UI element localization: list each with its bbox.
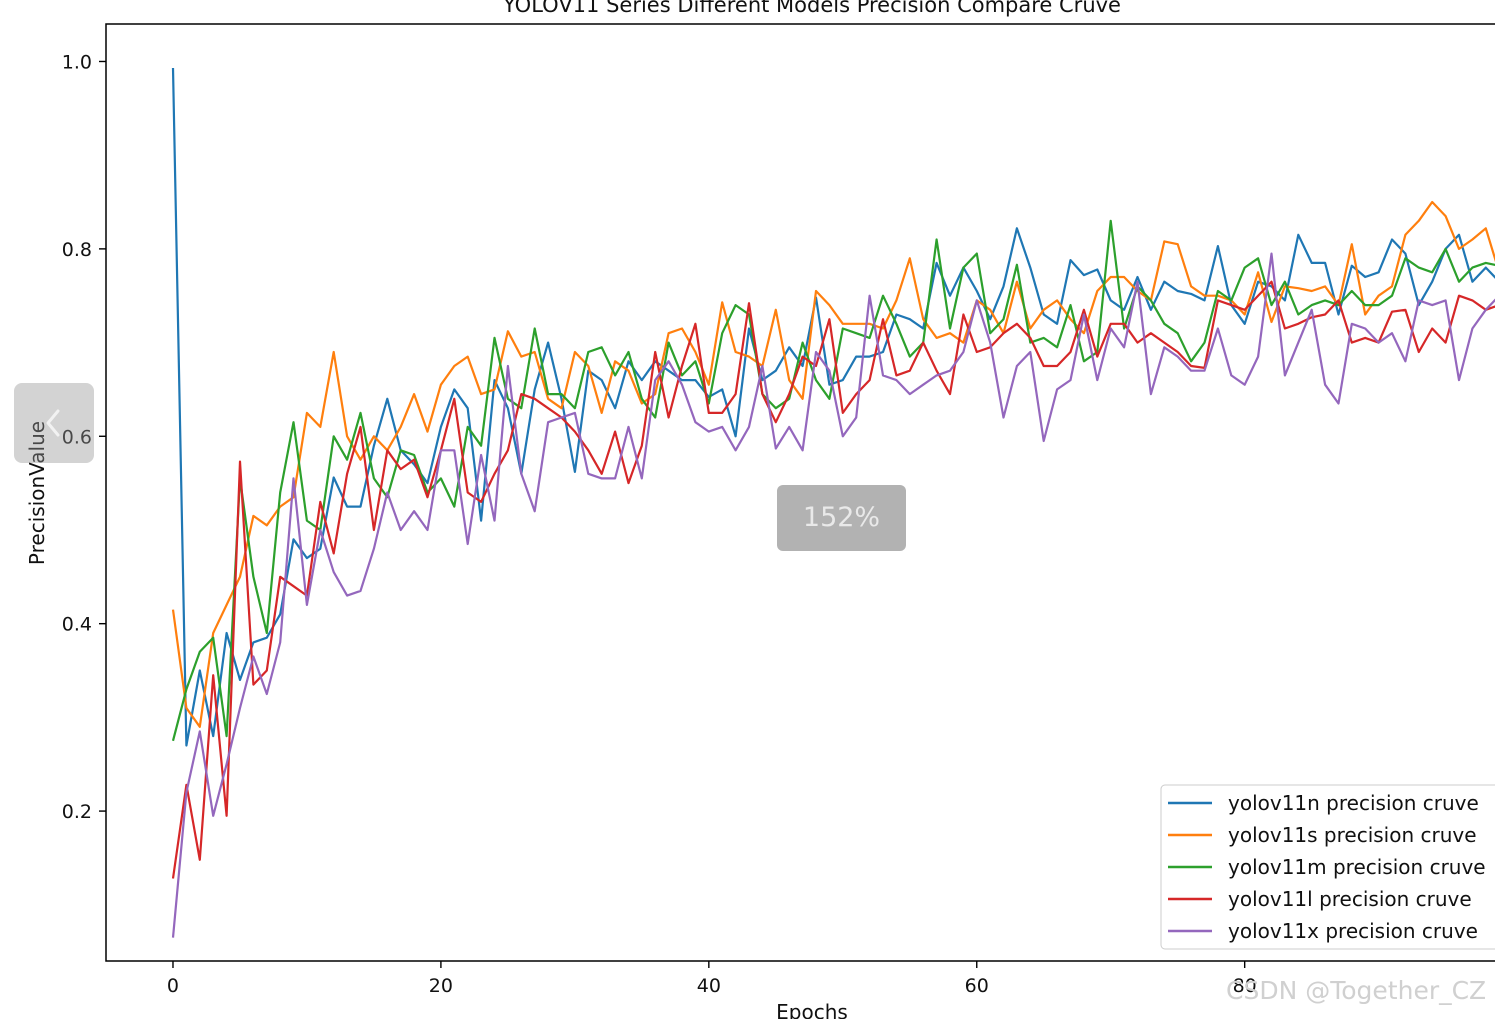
previous-image-button[interactable] <box>14 383 94 463</box>
x-axis-label: Epochs <box>776 1000 848 1019</box>
x-tick-label: 0 <box>167 975 179 997</box>
legend-box <box>1160 784 1495 950</box>
legend-label-4: yolov11x precision cruve <box>1228 919 1478 943</box>
y-tick-label: 1.0 <box>62 51 92 73</box>
chevron-left-icon <box>46 409 60 437</box>
legend: yolov11n precision cruve yolov11s precisi… <box>1160 784 1495 950</box>
x-axis-ticks: 020406080100 <box>167 961 1495 997</box>
watermark: CSDN @Together_CZ <box>1226 976 1487 1005</box>
series-line-2 <box>171 219 1495 742</box>
series-line-4 <box>171 252 1495 938</box>
x-tick-label: 40 <box>697 975 721 997</box>
x-tick-label: 20 <box>429 975 453 997</box>
y-tick-label: 0.2 <box>62 801 92 823</box>
chart-title: YOLOV11 Series Different Models Precisio… <box>502 0 1121 17</box>
legend-label-2: yolov11m precision cruve <box>1228 855 1486 879</box>
x-tick-label: 60 <box>965 975 989 997</box>
y-axis-ticks: 0.2 0.4 0.6 0.8 1.0 <box>62 51 106 823</box>
legend-label-0: yolov11n precision cruve <box>1228 791 1479 815</box>
y-tick-label: 0.6 <box>62 426 92 448</box>
series-line-0 <box>171 67 1495 747</box>
legend-label-1: yolov11s precision cruve <box>1228 823 1477 847</box>
legend-label-3: yolov11l precision cruve <box>1228 887 1472 911</box>
y-tick-label: 0.8 <box>62 239 92 261</box>
series-layer <box>171 67 1495 938</box>
series-line-1 <box>171 200 1495 728</box>
zoom-level-badge: 152% <box>777 485 906 551</box>
x-tick-label: 80 <box>1233 975 1257 997</box>
plot-frame <box>105 23 1495 962</box>
y-tick-label: 0.4 <box>62 614 92 636</box>
y-axis-label: PrecisionValue <box>25 421 49 565</box>
